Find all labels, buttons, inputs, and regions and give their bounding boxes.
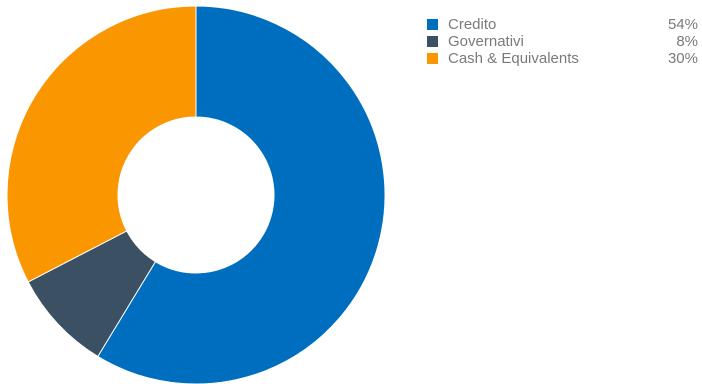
legend-value-cash-equivalents: 30% <box>667 50 698 67</box>
legend-item-credito: Credito 54% <box>427 16 702 33</box>
legend-label-governativi: Governativi <box>448 33 524 50</box>
legend-swatch-governativi <box>427 36 438 47</box>
legend-label-cash-equivalents: Cash & Equivalents <box>448 50 579 67</box>
legend-item-governativi: Governativi 8% <box>427 33 702 50</box>
legend-value-credito: 54% <box>667 16 698 33</box>
donut-chart <box>6 5 386 384</box>
legend-item-cash-equivalents: Cash & Equivalents 30% <box>427 50 702 67</box>
legend-swatch-cash-equivalents <box>427 53 438 64</box>
donut-slice-cash-equivalents <box>6 5 197 283</box>
legend-swatch-credito <box>427 19 438 30</box>
chart-legend: Credito 54% Governativi 8% Cash & Equiva… <box>427 16 702 67</box>
legend-value-governativi: 8% <box>676 33 698 50</box>
legend-label-credito: Credito <box>448 16 497 33</box>
